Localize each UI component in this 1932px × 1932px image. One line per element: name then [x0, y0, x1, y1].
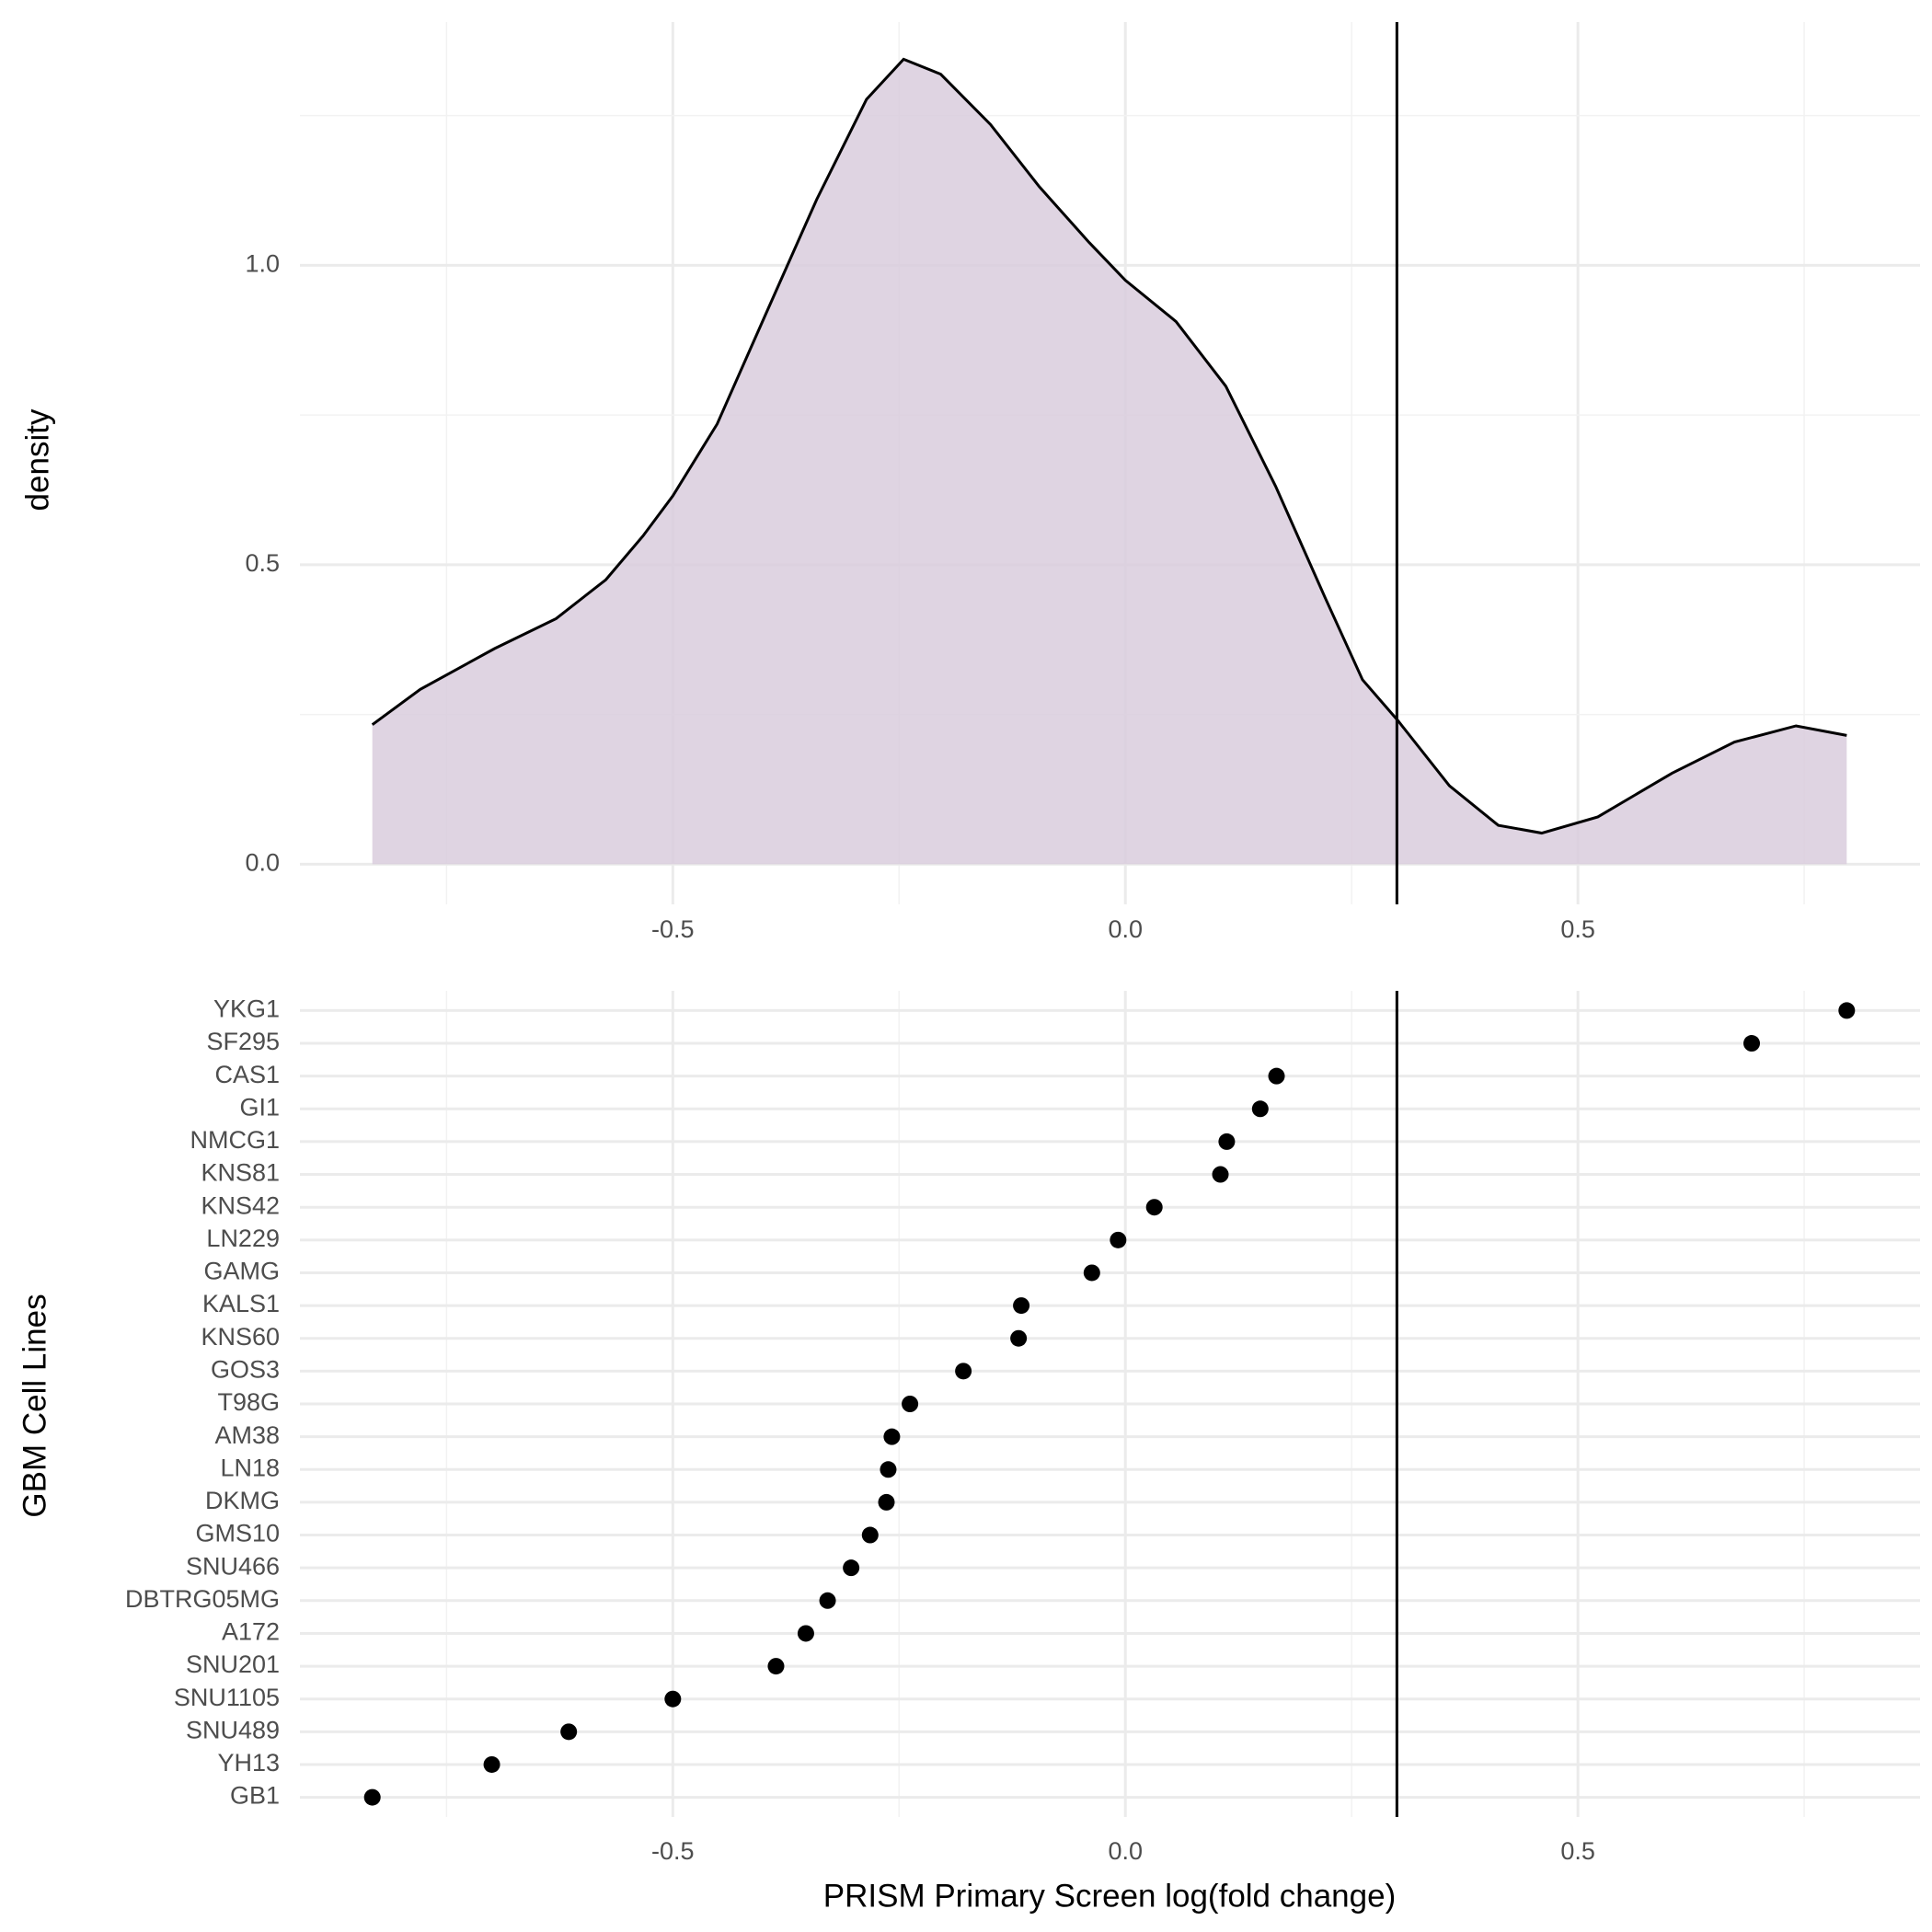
- x-axis-title: PRISM Primary Screen log(fold change): [823, 1878, 1396, 1914]
- dot: [1212, 1166, 1229, 1183]
- y-tick-label: LN18: [220, 1454, 280, 1481]
- y-tick-label: T98G: [217, 1388, 280, 1416]
- y-tick-label: SNU466: [186, 1552, 280, 1580]
- dot: [363, 1788, 381, 1806]
- y-tick-label: AM38: [214, 1421, 280, 1449]
- dot: [880, 1461, 897, 1478]
- y-tick-label: SNU201: [186, 1650, 280, 1678]
- dot: [861, 1526, 879, 1544]
- density-line: [371, 57, 1847, 835]
- dot: [878, 1493, 895, 1511]
- y-tick-label: KNS81: [201, 1159, 280, 1187]
- x-tick-label: -0.5: [651, 1837, 695, 1865]
- dot: [1083, 1264, 1100, 1282]
- y-tick-label: 0.0: [245, 849, 280, 877]
- y-tick-label: SF295: [206, 1028, 280, 1055]
- x-tick-label: 0.5: [1560, 1837, 1595, 1865]
- y-tick-label: GAMG: [203, 1258, 280, 1285]
- x-tick-label: 0.0: [1108, 915, 1143, 943]
- y-tick-label: A172: [222, 1618, 280, 1646]
- dot: [1013, 1297, 1030, 1315]
- y-tick-label: SNU1105: [174, 1684, 280, 1711]
- dot: [1218, 1133, 1236, 1150]
- y-tick-label: GI1: [239, 1093, 280, 1121]
- y-tick-label: NMCG1: [190, 1126, 280, 1154]
- y-tick-label: YKG1: [213, 995, 280, 1023]
- dot: [797, 1625, 814, 1642]
- y-tick-label: SNU489: [186, 1716, 280, 1743]
- y-tick-label: KNS42: [201, 1191, 280, 1219]
- y-axis-title: GBM Cell Lines: [17, 1294, 52, 1517]
- x-tick-label: 0.5: [1560, 915, 1595, 943]
- dot: [1743, 1035, 1761, 1052]
- y-tick-label: GB1: [230, 1782, 280, 1810]
- dot: [843, 1559, 860, 1577]
- dot: [767, 1658, 785, 1675]
- x-tick-label: -0.5: [651, 915, 695, 943]
- dot: [1268, 1067, 1285, 1085]
- y-tick-label: YH13: [217, 1749, 280, 1777]
- dot: [560, 1723, 578, 1741]
- x-tick-label: 0.0: [1108, 1837, 1143, 1865]
- dot: [483, 1755, 500, 1773]
- dot: [883, 1428, 901, 1445]
- dot: [1145, 1199, 1163, 1216]
- y-tick-label: CAS1: [214, 1061, 280, 1088]
- y-tick-label: LN229: [206, 1225, 280, 1252]
- density-fill: [372, 59, 1847, 865]
- y-tick-label: 0.5: [245, 549, 280, 577]
- dot: [902, 1396, 919, 1412]
- dot: [1110, 1231, 1127, 1248]
- y-tick-label: DBTRG05MG: [125, 1585, 280, 1613]
- y-tick-label: KALS1: [202, 1290, 280, 1317]
- y-tick-label: GOS3: [211, 1355, 280, 1383]
- dot: [955, 1363, 972, 1380]
- y-tick-label: KNS60: [201, 1323, 280, 1351]
- y-axis-title: density: [19, 408, 55, 511]
- dot: [819, 1592, 836, 1609]
- dot: [1838, 1002, 1856, 1019]
- dot: [664, 1690, 682, 1708]
- y-tick-label: DKMG: [205, 1487, 280, 1514]
- y-tick-label: 1.0: [245, 249, 280, 277]
- dot: [1251, 1100, 1269, 1118]
- dot: [1010, 1329, 1028, 1347]
- y-tick-label: GMS10: [195, 1520, 280, 1547]
